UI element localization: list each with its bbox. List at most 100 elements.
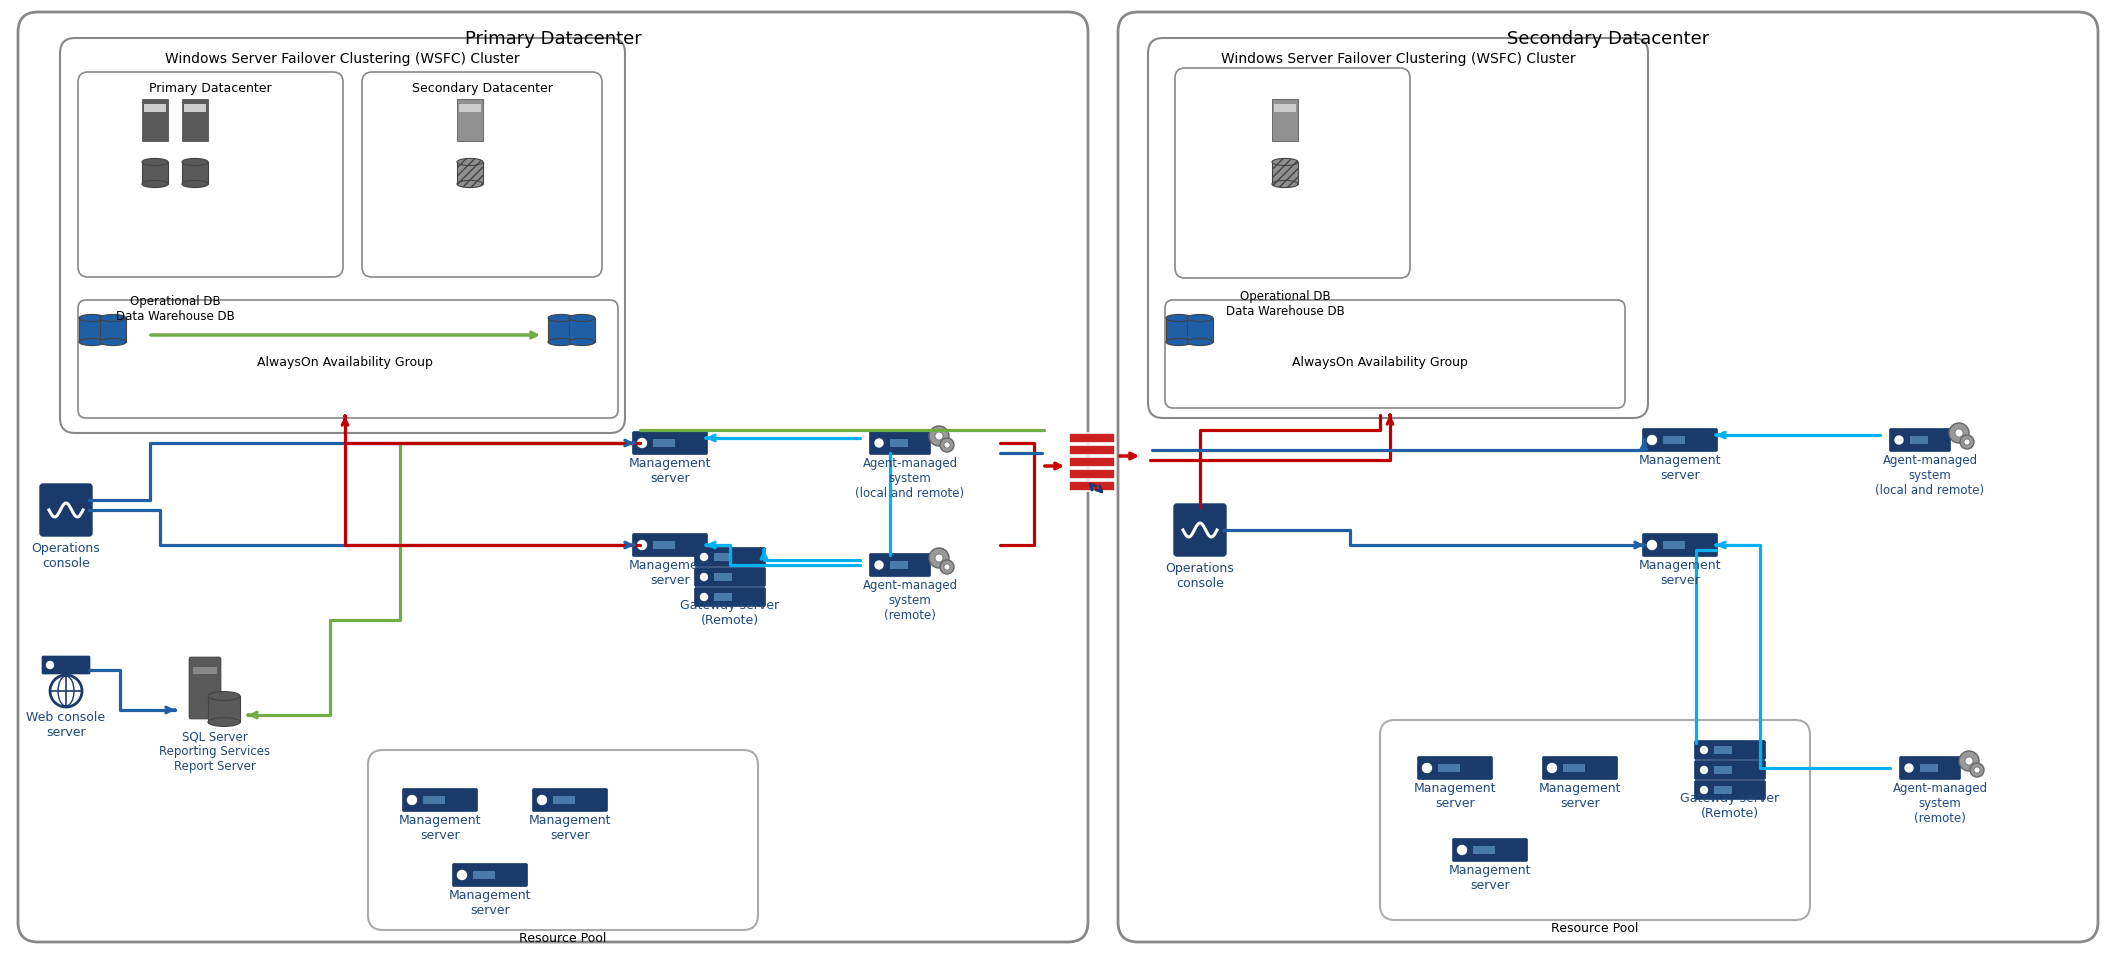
Text: Gateway server
(Remote): Gateway server (Remote) xyxy=(1681,792,1780,820)
Circle shape xyxy=(1894,436,1903,444)
FancyBboxPatch shape xyxy=(19,12,1089,942)
FancyBboxPatch shape xyxy=(1165,300,1626,408)
FancyBboxPatch shape xyxy=(40,484,93,536)
Text: Management
server: Management server xyxy=(628,559,710,587)
Text: Operations
console: Operations console xyxy=(1165,562,1235,590)
Text: Operations
console: Operations console xyxy=(32,542,99,570)
FancyBboxPatch shape xyxy=(59,38,626,433)
Circle shape xyxy=(408,795,416,805)
Bar xyxy=(457,162,482,184)
Bar xyxy=(1273,162,1298,184)
Circle shape xyxy=(537,795,548,805)
Circle shape xyxy=(1966,757,1972,765)
Circle shape xyxy=(1905,764,1913,772)
Bar xyxy=(1714,766,1731,774)
Bar xyxy=(1714,786,1731,794)
Circle shape xyxy=(941,438,953,452)
FancyBboxPatch shape xyxy=(1695,781,1765,800)
Text: SQL Server
Reporting Services
Report Server: SQL Server Reporting Services Report Ser… xyxy=(159,730,271,773)
Circle shape xyxy=(1974,767,1981,773)
FancyBboxPatch shape xyxy=(1452,838,1528,861)
FancyBboxPatch shape xyxy=(1380,720,1810,920)
FancyBboxPatch shape xyxy=(402,788,478,811)
Circle shape xyxy=(1700,766,1708,773)
Circle shape xyxy=(457,871,467,879)
Bar xyxy=(207,696,241,722)
Bar xyxy=(890,561,909,569)
FancyBboxPatch shape xyxy=(1175,68,1410,278)
Text: Agent-managed
system
(remote): Agent-managed system (remote) xyxy=(863,579,958,622)
FancyBboxPatch shape xyxy=(78,72,342,277)
Text: Management
server: Management server xyxy=(1638,559,1721,587)
Circle shape xyxy=(1955,429,1964,437)
FancyBboxPatch shape xyxy=(1695,761,1765,780)
FancyBboxPatch shape xyxy=(1643,534,1717,557)
Ellipse shape xyxy=(1273,158,1298,166)
Bar xyxy=(653,439,674,447)
Bar xyxy=(715,593,731,601)
Bar xyxy=(192,667,218,674)
Bar xyxy=(569,318,594,342)
FancyBboxPatch shape xyxy=(1118,12,2097,942)
FancyBboxPatch shape xyxy=(1900,757,1960,780)
Bar xyxy=(474,871,495,879)
Ellipse shape xyxy=(1186,314,1213,322)
Bar xyxy=(1070,433,1114,443)
Circle shape xyxy=(945,442,949,448)
Circle shape xyxy=(928,548,949,568)
Circle shape xyxy=(47,662,53,669)
Bar xyxy=(1273,99,1298,141)
Ellipse shape xyxy=(569,338,594,346)
Bar xyxy=(142,162,167,184)
Text: Management
server: Management server xyxy=(1448,864,1531,892)
Text: Data Warehouse DB: Data Warehouse DB xyxy=(116,310,235,323)
Bar xyxy=(1070,445,1114,455)
Bar xyxy=(1275,104,1296,112)
FancyBboxPatch shape xyxy=(361,72,602,277)
Bar xyxy=(1167,318,1192,342)
FancyBboxPatch shape xyxy=(1173,504,1226,556)
Ellipse shape xyxy=(1186,338,1213,346)
Bar xyxy=(715,573,731,581)
Circle shape xyxy=(700,554,708,560)
FancyBboxPatch shape xyxy=(1543,757,1617,780)
Circle shape xyxy=(1960,435,1974,449)
Bar xyxy=(1664,436,1685,444)
Ellipse shape xyxy=(182,180,207,188)
Circle shape xyxy=(1960,751,1979,771)
Bar xyxy=(1186,318,1213,342)
Circle shape xyxy=(1647,540,1657,550)
Ellipse shape xyxy=(182,158,207,166)
Text: Secondary Datacenter: Secondary Datacenter xyxy=(412,82,552,95)
Circle shape xyxy=(700,574,708,581)
FancyBboxPatch shape xyxy=(1695,741,1765,760)
Ellipse shape xyxy=(99,314,127,322)
Circle shape xyxy=(1970,763,1985,777)
Bar xyxy=(423,796,446,804)
Bar xyxy=(144,104,167,112)
Ellipse shape xyxy=(142,180,167,188)
Circle shape xyxy=(1423,764,1431,772)
Circle shape xyxy=(945,564,949,570)
FancyBboxPatch shape xyxy=(869,554,930,577)
FancyBboxPatch shape xyxy=(188,657,222,719)
Circle shape xyxy=(875,439,884,447)
Bar xyxy=(1070,469,1114,479)
Bar xyxy=(1473,846,1495,854)
Circle shape xyxy=(1457,846,1467,855)
Bar xyxy=(78,318,106,342)
Ellipse shape xyxy=(548,314,575,322)
Circle shape xyxy=(638,439,647,447)
Bar xyxy=(715,553,731,561)
Text: Gateway server
(Remote): Gateway server (Remote) xyxy=(681,599,780,627)
Ellipse shape xyxy=(99,338,127,346)
Circle shape xyxy=(934,432,943,440)
Text: Operational DB: Operational DB xyxy=(1239,290,1330,303)
FancyBboxPatch shape xyxy=(368,750,759,930)
Circle shape xyxy=(1547,764,1556,772)
Bar xyxy=(184,104,205,112)
Ellipse shape xyxy=(569,314,594,322)
Bar xyxy=(1664,541,1685,549)
Bar xyxy=(1714,746,1731,754)
Circle shape xyxy=(638,540,647,550)
